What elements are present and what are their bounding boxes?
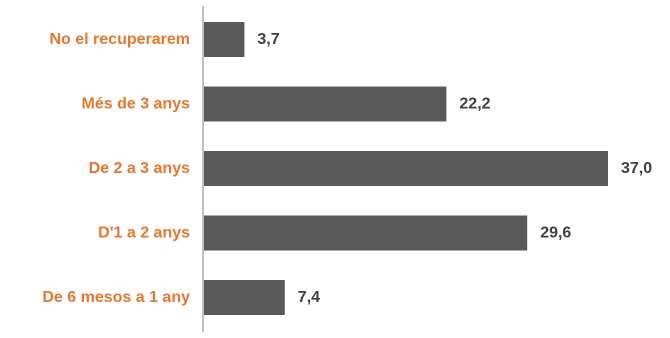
category-label-4: De 6 mesos a 1 any bbox=[42, 289, 190, 306]
value-label-0: 3,7 bbox=[257, 31, 279, 48]
bar-1 bbox=[204, 86, 447, 122]
value-label-3: 29,6 bbox=[540, 225, 571, 242]
bar-0 bbox=[204, 22, 245, 57]
value-label-2: 37,0 bbox=[621, 160, 652, 177]
bar-3 bbox=[204, 215, 528, 251]
category-labels-group: No el recuperarem Més de 3 anys De 2 a 3 a… bbox=[42, 31, 190, 306]
category-label-0: No el recuperarem bbox=[49, 31, 190, 48]
category-label-3: D'1 a 2 anys bbox=[98, 225, 190, 242]
bars-group bbox=[204, 22, 608, 315]
category-label-1: Més de 3 anys bbox=[82, 96, 191, 113]
category-label-2: De 2 a 3 anys bbox=[89, 160, 191, 177]
value-label-1: 22,2 bbox=[459, 96, 490, 113]
bar-4 bbox=[204, 280, 285, 315]
bar-2 bbox=[204, 151, 608, 186]
value-labels-group: 3,7 22,2 37,0 29,6 7,4 bbox=[257, 31, 652, 306]
value-label-4: 7,4 bbox=[298, 289, 320, 306]
